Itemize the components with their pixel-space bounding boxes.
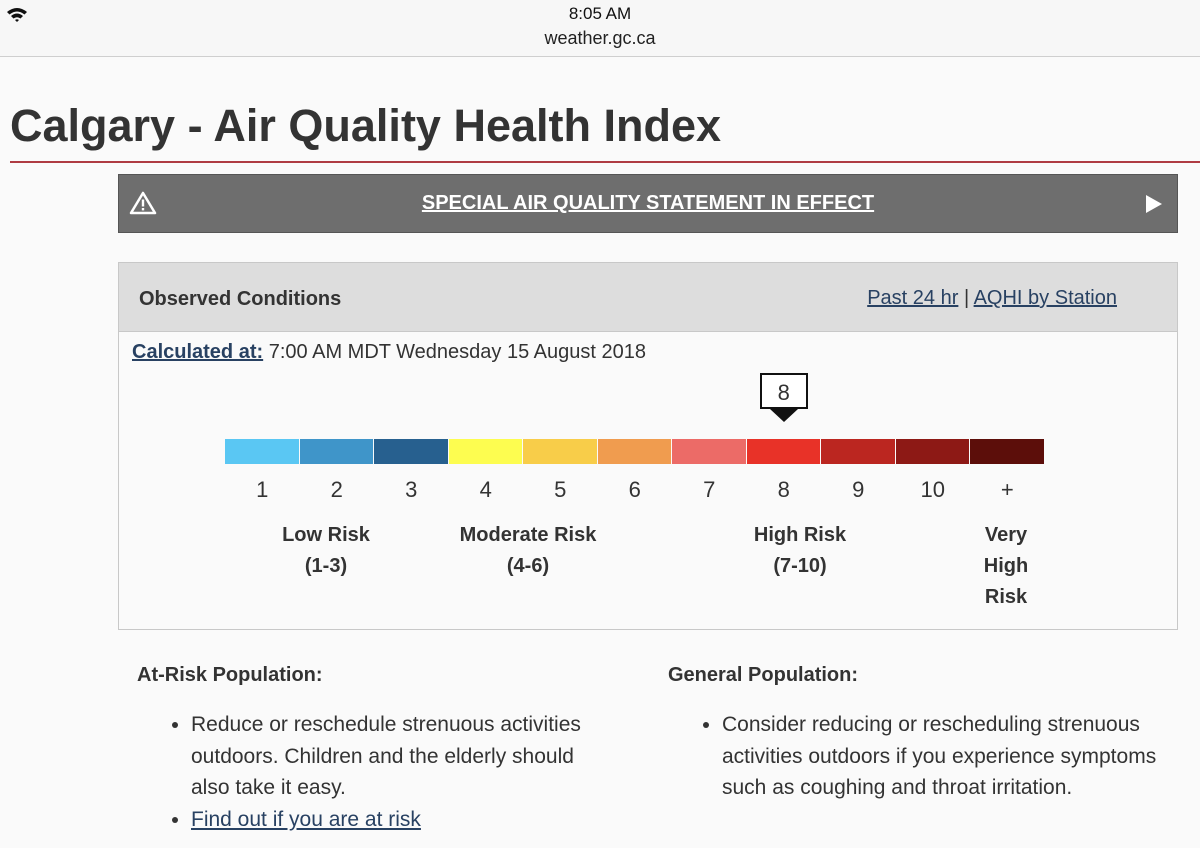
wifi-icon	[7, 8, 27, 22]
risk-group: Very High Risk	[906, 520, 1106, 613]
at-risk-column: At-Risk Population: Reduce or reschedule…	[137, 664, 607, 835]
indicator-arrow	[769, 409, 798, 422]
url[interactable]: weather.gc.ca	[544, 28, 656, 48]
scale-segment	[746, 439, 820, 464]
expand-arrow[interactable]	[1145, 194, 1163, 214]
warning-icon	[129, 191, 157, 215]
scale-label: 3	[405, 477, 418, 502]
risk-line: Very	[984, 524, 1028, 546]
risk-group: Low Risk (1-3)	[226, 520, 426, 582]
risk-group: Moderate Risk (4-6)	[428, 520, 628, 582]
scale-label: 6	[628, 477, 641, 502]
risk-line: High Risk	[753, 524, 847, 546]
scale-segment	[821, 439, 895, 464]
panel-header: Observed Conditions Past 24 hr | AQHI by…	[119, 263, 1177, 332]
scale-label: 2	[330, 477, 343, 502]
risk-line: Risk	[984, 586, 1028, 608]
scale-segment	[299, 439, 373, 464]
panel-links: Past 24 hr | AQHI by Station	[867, 287, 1117, 310]
risk-line: (1-3)	[304, 555, 348, 577]
column-heading: General Population:	[668, 664, 859, 686]
scale-segment	[970, 439, 1044, 464]
scale-label: +	[1000, 477, 1014, 502]
clock: 8:05 AM	[568, 4, 632, 23]
scale-segment	[895, 439, 969, 464]
scale-label: 8	[777, 477, 790, 502]
risk-line: (7-10)	[773, 555, 827, 577]
advice-list: Reduce or reschedule strenuous activitie…	[137, 709, 607, 835]
scale-label: 10	[920, 477, 945, 502]
risk-line: Moderate Risk	[459, 524, 597, 546]
risk-group: High Risk (7-10)	[700, 520, 900, 582]
general-column: General Population: Consider reducing or…	[668, 664, 1168, 804]
separator: |	[963, 287, 970, 309]
advice-item: Find out if you are at risk	[191, 804, 607, 836]
scale-label: 9	[852, 477, 865, 502]
scale-label: 5	[554, 477, 567, 502]
panel-title: Observed Conditions	[139, 288, 342, 310]
calculated-link[interactable]: Calculated at:	[132, 341, 264, 363]
scale-segment	[374, 439, 448, 464]
advice-item: Consider reducing or rescheduling strenu…	[722, 709, 1168, 804]
scale-segment	[523, 439, 597, 464]
scale-label: 4	[479, 477, 492, 502]
advice-list: Consider reducing or rescheduling strenu…	[668, 709, 1168, 804]
station-link[interactable]: AQHI by Station	[973, 287, 1117, 309]
title-rule	[10, 161, 1200, 163]
risk-line: (4-6)	[506, 555, 550, 577]
scale-label: 7	[703, 477, 716, 502]
scale-segment	[225, 439, 299, 464]
advice-item: Reduce or reschedule strenuous activitie…	[191, 709, 607, 804]
page-title: Calgary - Air Quality Health Index	[10, 100, 722, 151]
risk-line: Low Risk	[282, 524, 370, 546]
scale-segment	[672, 439, 746, 464]
scale-label: 1	[256, 477, 269, 502]
alert-banner[interactable]: SPECIAL AIR QUALITY STATEMENT IN EFFECT	[118, 174, 1178, 233]
risk-link[interactable]: Find out if you are at risk	[191, 807, 421, 831]
scale-segment	[448, 439, 522, 464]
current-indicator: 8	[759, 373, 808, 409]
calculated-time: 7:00 AM MDT Wednesday 15 August 2018	[268, 341, 646, 363]
calculated: Calculated at: 7:00 AM MDT Wednesday 15 …	[132, 341, 646, 364]
past-24-link[interactable]: Past 24 hr	[867, 287, 959, 309]
status-bar: 8:05 AM weather.gc.ca	[0, 0, 1200, 57]
alert-link[interactable]: SPECIAL AIR QUALITY STATEMENT IN EFFECT	[421, 192, 875, 214]
column-heading: At-Risk Population:	[137, 664, 323, 686]
scale-segment	[597, 439, 671, 464]
observed-panel: Observed Conditions Past 24 hr | AQHI by…	[118, 262, 1178, 630]
risk-line: High	[983, 555, 1029, 577]
